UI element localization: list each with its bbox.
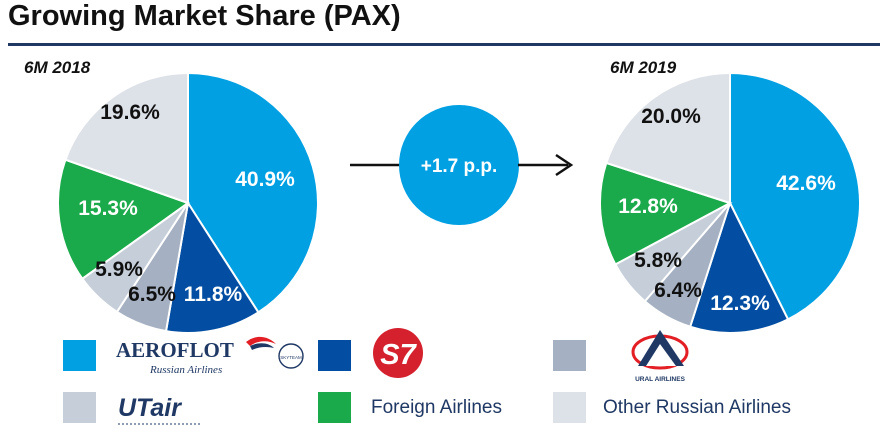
aeroflot-logo: AEROFLOT Russian Airlines SKYTEAM bbox=[116, 336, 304, 376]
legend-label-other: Other Russian Airlines bbox=[603, 397, 791, 418]
legend-swatch-s7 bbox=[318, 340, 351, 371]
svg-text:SKYTEAM: SKYTEAM bbox=[280, 355, 302, 360]
data-label-aeroflot: 40.9% bbox=[235, 168, 295, 191]
data-label-other-russian-airlines: 19.6% bbox=[100, 101, 160, 124]
pie-slice-foreign-airlines bbox=[56, 158, 191, 281]
pie-slice-foreign-airlines bbox=[599, 161, 733, 266]
svg-text:S7: S7 bbox=[380, 339, 417, 371]
arrow-head-icon bbox=[555, 153, 574, 177]
data-label-foreign-airlines: 15.3% bbox=[78, 197, 138, 220]
data-label-aeroflot: 42.6% bbox=[776, 172, 836, 195]
data-label-foreign-airlines: 12.8% bbox=[618, 195, 678, 218]
svg-text:URAL AIRLINES: URAL AIRLINES bbox=[635, 376, 686, 383]
change-bubble bbox=[399, 105, 519, 225]
pie-slice-s7 bbox=[164, 200, 260, 334]
data-label-s7: 12.3% bbox=[710, 292, 770, 315]
data-label-utair: 5.9% bbox=[95, 258, 143, 281]
legend-swatch-aeroflot bbox=[63, 340, 96, 371]
data-label-utair: 5.8% bbox=[634, 249, 682, 272]
skyteam-icon bbox=[278, 343, 304, 369]
legend-swatch-foreign bbox=[318, 392, 351, 423]
utair-logo: UTair bbox=[118, 394, 200, 425]
pie-slice-s7 bbox=[688, 200, 790, 334]
svg-text:AEROFLOT: AEROFLOT bbox=[116, 338, 234, 362]
pie-chart-2019: 42.6% 12.3% 6.4% 5.8% 12.8% 20.0% bbox=[599, 71, 861, 334]
legend-swatch-ural bbox=[553, 340, 586, 371]
svg-text:UTair: UTair bbox=[118, 394, 182, 422]
page-title: Growing Market Share (PAX) bbox=[8, 0, 401, 32]
legend-label-foreign: Foreign Airlines bbox=[371, 397, 502, 418]
title-divider bbox=[8, 43, 880, 46]
pie-slice-aeroflot bbox=[729, 71, 861, 321]
svg-text:Russian Airlines: Russian Airlines bbox=[149, 364, 222, 376]
pie-slice-other-russian-airlines bbox=[64, 71, 189, 205]
legend-swatch-other bbox=[553, 392, 586, 423]
chart-title-2019: 6M 2019 bbox=[610, 58, 677, 77]
ural-airlines-logo: URAL AIRLINES bbox=[631, 330, 689, 383]
data-label-other-russian-airlines: 20.0% bbox=[641, 105, 701, 128]
pie-chart-2018: 40.9% 11.8% 6.5%5.9% 15.3% 19.6% bbox=[56, 71, 319, 334]
data-label-s7: 11.8% bbox=[184, 283, 243, 306]
chart-title-2018: 6M 2018 bbox=[24, 58, 91, 77]
aeroflot-wing-icon bbox=[246, 336, 276, 346]
data-label-ural-airlines: 6.4% bbox=[654, 279, 702, 302]
data-label-ural-airlines: 6.5% bbox=[128, 283, 176, 306]
s7-logo: S7 bbox=[373, 328, 423, 378]
legend-swatch-utair bbox=[63, 392, 96, 423]
change-label: +1.7 p.p. bbox=[421, 156, 498, 177]
pie-slice-other-russian-airlines bbox=[605, 71, 731, 205]
